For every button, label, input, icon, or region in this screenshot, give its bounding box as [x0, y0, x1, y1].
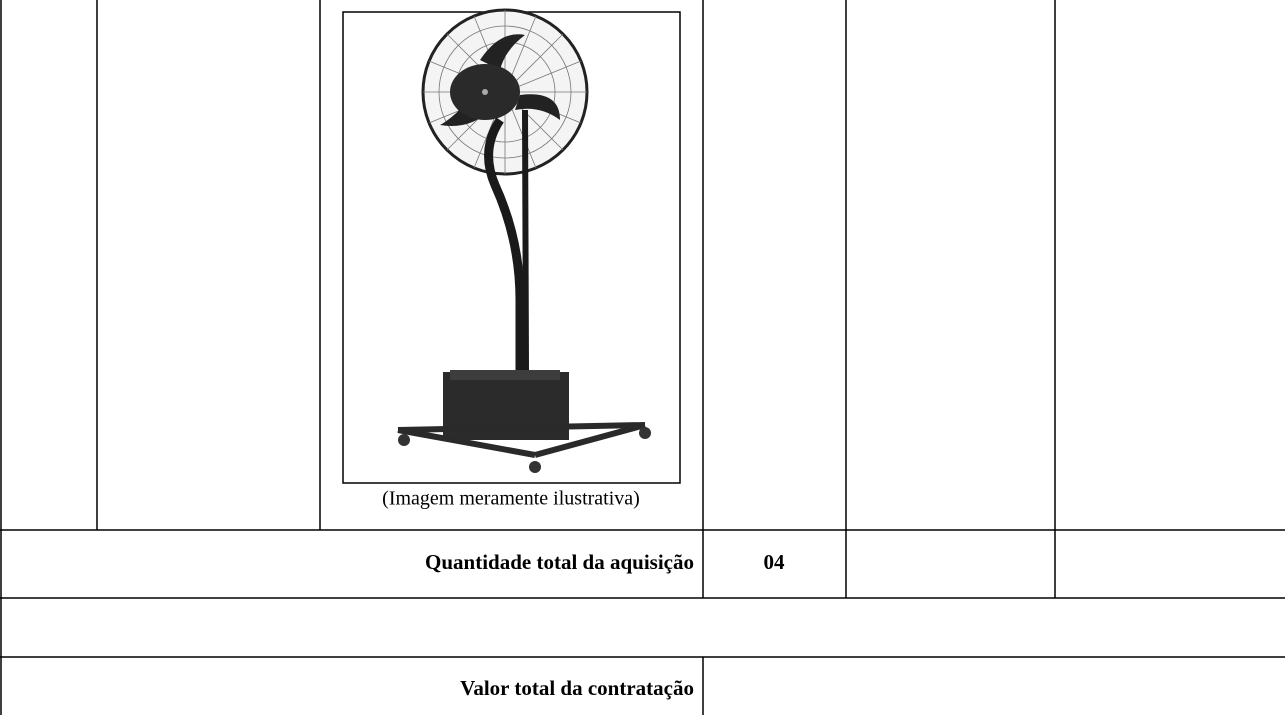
quantity-label: Quantidade total da aquisição: [425, 550, 694, 574]
fan-image: (Imagem meramente ilustrativa): [342, 8, 681, 510]
total-value-label: Valor total da contratação: [460, 676, 694, 700]
image-caption: (Imagem meramente ilustrativa): [382, 488, 640, 510]
quantity-value: 04: [764, 550, 786, 574]
